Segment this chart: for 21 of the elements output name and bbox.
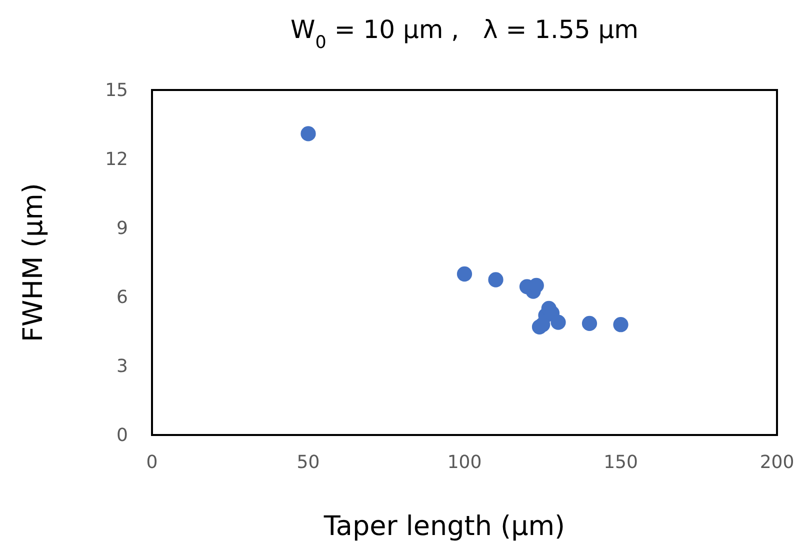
y-tick-label: 15 — [105, 80, 128, 101]
point — [528, 278, 544, 294]
point — [582, 316, 598, 332]
y-axis-title: FWHM (µm) — [18, 183, 49, 342]
x-tick-label: 100 — [447, 452, 482, 473]
point — [300, 126, 316, 142]
y-tick-label: 12 — [105, 149, 128, 170]
x-tick-label: 50 — [296, 452, 320, 473]
x-tick-label: 150 — [604, 452, 638, 473]
point — [550, 314, 566, 330]
y-tick-label: 6 — [116, 287, 128, 308]
point — [456, 266, 472, 282]
x-axis-title: Taper length (µm) — [322, 511, 566, 542]
point — [488, 272, 504, 288]
chart-title: W$_{0}$ = 10 µm , λ = 1.55 µm — [290, 15, 638, 53]
x-tick-label: 200 — [760, 452, 794, 473]
x-tick-label: 0 — [146, 452, 158, 473]
y-tick-label: 3 — [116, 356, 128, 377]
y-tick-label: 0 — [116, 425, 128, 446]
point — [613, 317, 628, 332]
y-tick-label: 9 — [116, 218, 128, 239]
